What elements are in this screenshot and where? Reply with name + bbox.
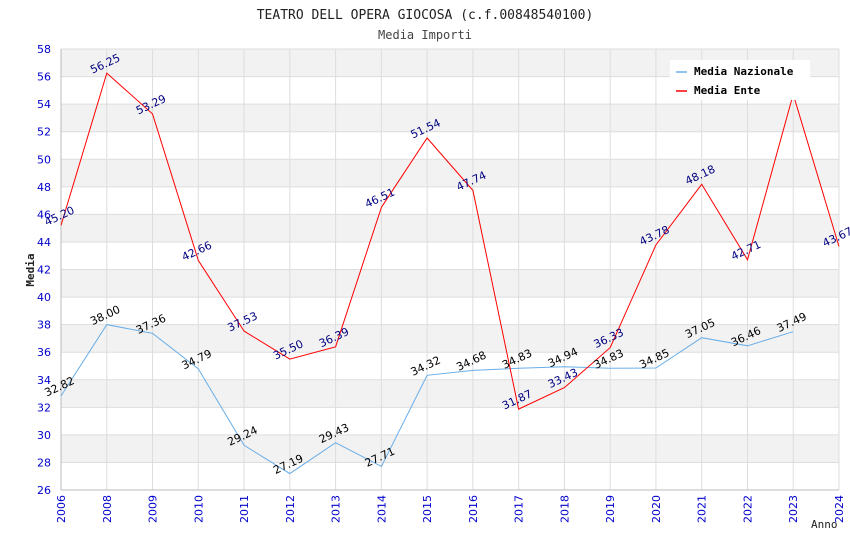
plot-band [61, 159, 839, 187]
x-tick-label: 2022 [741, 495, 754, 523]
y-tick-label: 56 [37, 71, 51, 84]
y-tick-label: 58 [37, 43, 51, 56]
x-tick-label: 2008 [101, 495, 114, 523]
x-tick-label: 2013 [330, 495, 343, 523]
x-tick-label: 2023 [787, 495, 800, 523]
y-tick-label: 28 [37, 456, 51, 469]
plot-band [61, 131, 839, 160]
y-tick-label: 42 [37, 264, 51, 277]
plot-band [61, 352, 839, 380]
x-tick-labels: 2006 2008 2009 2010 2011 2012 2013 2014 2015 2016… [55, 495, 846, 523]
y-tick-label: 50 [37, 153, 51, 166]
y-tick-label: 44 [37, 236, 51, 249]
y-tick-label: 48 [37, 181, 51, 194]
plot-band [61, 186, 839, 215]
x-tick-label: 2012 [284, 495, 297, 523]
gridlines [60, 48, 840, 491]
y-tick-label: 52 [37, 126, 51, 139]
x-tick-label: 2010 [192, 495, 205, 523]
legend-label-ente: Media Ente [694, 84, 761, 97]
y-tick-label: 34 [37, 374, 51, 387]
y-tick-label: 38 [37, 319, 51, 332]
series-lines [60, 72, 840, 475]
chart-title: TEATRO DELL OPERA GIOCOSA (c.f.008485401… [257, 8, 594, 23]
x-tick-label: 2011 [238, 495, 251, 523]
chart-subtitle: Media Importi [378, 28, 472, 42]
x-tick-label: 2006 [55, 495, 68, 523]
plot-band [61, 462, 839, 490]
x-tick-label: 2009 [147, 495, 160, 523]
plot-bands [61, 49, 839, 490]
series-line-media-ente [60, 72, 840, 410]
axes [60, 49, 839, 491]
x-tick-label: 2018 [558, 495, 571, 523]
x-tick-label: 2015 [421, 495, 434, 523]
y-tick-label: 46 [37, 208, 51, 221]
x-axis-title: Anno [811, 518, 838, 531]
plot-band [61, 241, 839, 270]
plot-band [61, 434, 839, 463]
y-tick-label: 30 [37, 429, 51, 442]
plot-band [61, 104, 839, 132]
legend-label-nazionale: Media Nazionale [694, 65, 794, 78]
y-tick-label: 26 [37, 484, 51, 497]
x-tick-label: 2020 [650, 495, 663, 523]
y-tick-label: 54 [37, 98, 51, 111]
plot-band [61, 324, 839, 353]
plot-band [61, 379, 839, 408]
plot-band [61, 297, 839, 325]
legend-box [670, 60, 810, 100]
legend: Media Nazionale Media Ente [670, 60, 810, 100]
y-tick-label: 36 [37, 346, 51, 359]
x-tick-label: 2016 [467, 495, 480, 523]
y-tick-label: 32 [37, 401, 51, 414]
x-tick-label: 2024 [833, 495, 846, 523]
x-tick-label: 2021 [696, 495, 709, 523]
plot-band [61, 269, 839, 298]
x-tick-label: 2014 [375, 495, 388, 523]
series-line-media-nazionale [60, 324, 794, 475]
y-tick-labels: 26 28 30 32 34 36 38 40 42 44 46 48 50 52 54 56 58 [37, 43, 51, 497]
y-axis-title: Media [24, 253, 37, 286]
x-tick-label: 2019 [604, 495, 617, 523]
plot-band [61, 407, 839, 435]
x-tick-label: 2017 [513, 495, 526, 523]
y-tick-label: 40 [37, 291, 51, 304]
